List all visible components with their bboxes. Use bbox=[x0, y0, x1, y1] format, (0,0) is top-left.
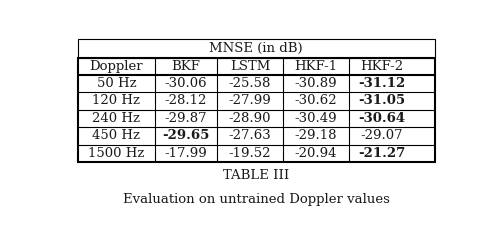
Text: -28.90: -28.90 bbox=[229, 112, 272, 125]
Text: -29.65: -29.65 bbox=[162, 129, 210, 142]
Text: -30.06: -30.06 bbox=[164, 77, 207, 90]
Text: -21.27: -21.27 bbox=[358, 147, 406, 160]
Text: -31.05: -31.05 bbox=[358, 94, 406, 108]
Text: -19.52: -19.52 bbox=[229, 147, 272, 160]
Text: -30.89: -30.89 bbox=[294, 77, 338, 90]
Text: Doppler: Doppler bbox=[90, 60, 143, 73]
Text: -31.12: -31.12 bbox=[358, 77, 406, 90]
Text: HKF-2: HKF-2 bbox=[360, 60, 404, 73]
Text: LSTM: LSTM bbox=[230, 60, 270, 73]
Text: -27.63: -27.63 bbox=[228, 129, 272, 142]
Text: -27.99: -27.99 bbox=[228, 94, 272, 108]
Bar bbox=[78, 39, 434, 58]
Text: 50 Hz: 50 Hz bbox=[96, 77, 136, 90]
Text: MNSE (in dB): MNSE (in dB) bbox=[210, 42, 303, 55]
Text: -30.49: -30.49 bbox=[294, 112, 338, 125]
Text: -28.12: -28.12 bbox=[164, 94, 207, 108]
Text: TABLE III: TABLE III bbox=[223, 169, 290, 182]
Text: -30.64: -30.64 bbox=[358, 112, 406, 125]
Text: -29.87: -29.87 bbox=[164, 112, 207, 125]
Text: -25.58: -25.58 bbox=[229, 77, 271, 90]
Text: -29.07: -29.07 bbox=[360, 129, 403, 142]
Text: 240 Hz: 240 Hz bbox=[92, 112, 140, 125]
Text: BKF: BKF bbox=[172, 60, 200, 73]
Bar bbox=[78, 58, 434, 162]
Text: -20.94: -20.94 bbox=[294, 147, 337, 160]
Text: -17.99: -17.99 bbox=[164, 147, 207, 160]
Text: 120 Hz: 120 Hz bbox=[92, 94, 140, 108]
Text: -30.62: -30.62 bbox=[294, 94, 338, 108]
Text: HKF-1: HKF-1 bbox=[294, 60, 338, 73]
Text: 450 Hz: 450 Hz bbox=[92, 129, 140, 142]
Text: Evaluation on untrained Doppler values: Evaluation on untrained Doppler values bbox=[123, 193, 390, 206]
Text: -29.18: -29.18 bbox=[294, 129, 337, 142]
Text: 1500 Hz: 1500 Hz bbox=[88, 147, 144, 160]
